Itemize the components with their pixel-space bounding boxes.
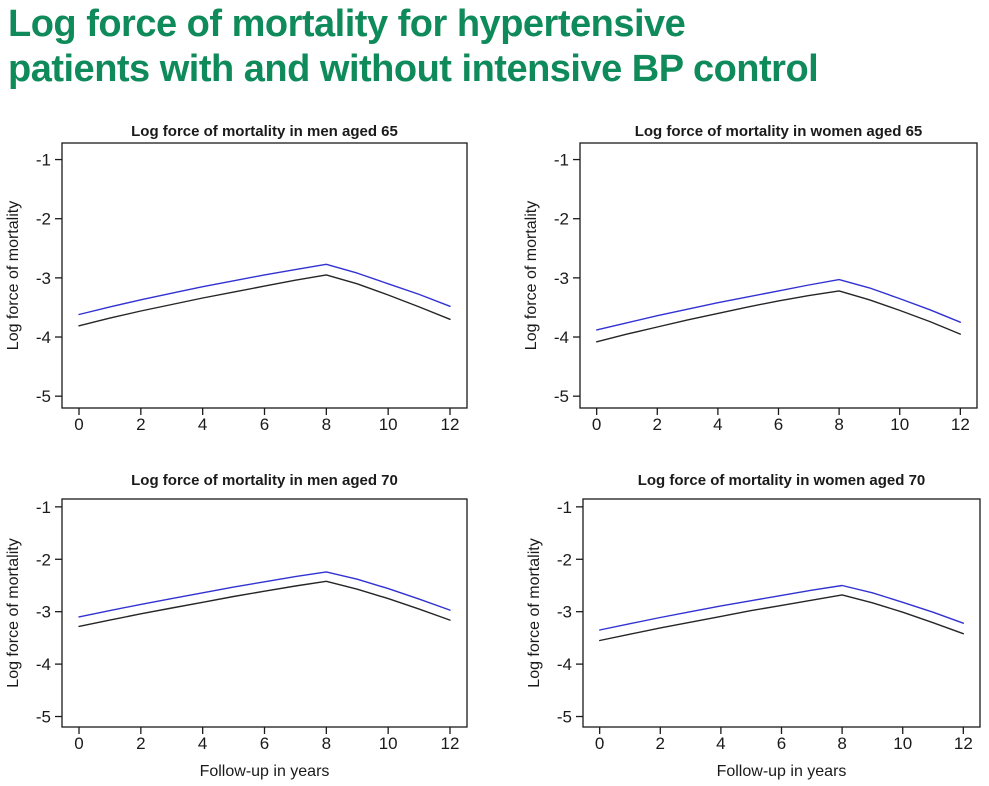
x-tick-label: 4 xyxy=(198,734,207,753)
plot-frame xyxy=(582,498,981,728)
x-tick-label: 6 xyxy=(777,734,786,753)
y-tick-label: -2 xyxy=(554,210,569,229)
series-blue-line xyxy=(598,584,964,631)
x-tick-label: 6 xyxy=(774,415,783,434)
y-axis-label: Log force of mortality xyxy=(523,201,540,350)
figure-title-line1: Log force of mortality for hypertensive xyxy=(8,3,686,45)
x-tick-label: 10 xyxy=(893,734,912,753)
figure-title-line2: patients with and without intensive BP c… xyxy=(8,48,819,90)
y-tick-label: -3 xyxy=(557,603,572,622)
x-axis-label: Follow-up in years xyxy=(200,763,330,780)
x-tick-label: 2 xyxy=(136,734,145,753)
y-tick-label: -1 xyxy=(554,151,569,170)
x-tick-label: 8 xyxy=(322,415,331,434)
y-tick-label: -5 xyxy=(554,387,569,406)
subplot-women-aged-65: Log force of mortality in women aged 65 -… xyxy=(500,115,989,460)
x-tick-label: 8 xyxy=(837,734,846,753)
x-tick-label: 10 xyxy=(379,734,398,753)
y-axis-label: Log force of mortality xyxy=(526,538,543,687)
x-tick-label: 6 xyxy=(260,415,269,434)
y-axis-label: Log force of mortality xyxy=(5,538,22,687)
x-tick-label: 12 xyxy=(441,415,460,434)
chart-svg: Log force of mortality in men aged 65 -1 -… xyxy=(5,123,468,434)
x-tick-label: 10 xyxy=(379,415,398,434)
y-tick-label: -4 xyxy=(36,328,51,347)
x-tick-label: 2 xyxy=(656,734,665,753)
y-tick-label: -2 xyxy=(36,550,51,569)
y-tick-label: -3 xyxy=(554,269,569,288)
x-tick-label: 8 xyxy=(322,734,331,753)
series-blue-line xyxy=(78,263,451,316)
plot-frame xyxy=(579,142,978,409)
y-tick-label: -5 xyxy=(36,708,51,727)
x-tick-label: 0 xyxy=(595,734,604,753)
plot-frame xyxy=(61,498,468,728)
subplot-men-aged-65: Log force of mortality in men aged 65 -1 -… xyxy=(0,115,489,460)
x-tick-label: 4 xyxy=(716,734,725,753)
subplot-title: Log force of mortality in women aged 70 xyxy=(638,472,926,489)
x-tick-label: 6 xyxy=(260,734,269,753)
series-black-line xyxy=(78,274,451,327)
subplot-title: Log force of mortality in men aged 65 xyxy=(131,123,398,140)
y-tick-label: -3 xyxy=(36,603,51,622)
x-tick-label: 12 xyxy=(951,415,970,434)
x-tick-label: 8 xyxy=(834,415,843,434)
chart-svg: Log force of mortality in women aged 70 -… xyxy=(526,472,981,780)
series-blue-line xyxy=(595,278,961,331)
series-blue-line xyxy=(78,571,451,618)
x-tick-label: 0 xyxy=(74,734,83,753)
series-black-line xyxy=(595,290,961,343)
x-tick-label: 2 xyxy=(653,415,662,434)
x-tick-label: 4 xyxy=(198,415,207,434)
chart-svg: Log force of mortality in men aged 70 -1 -… xyxy=(5,472,468,780)
y-tick-label: -2 xyxy=(557,550,572,569)
x-tick-label: 0 xyxy=(74,415,83,434)
series-black-line xyxy=(78,580,451,628)
subplot-title: Log force of mortality in women aged 65 xyxy=(635,123,923,140)
subplot-women-aged-70: Log force of mortality in women aged 70 -… xyxy=(500,460,989,786)
y-tick-label: -1 xyxy=(36,151,51,170)
x-tick-label: 0 xyxy=(592,415,601,434)
y-tick-label: -5 xyxy=(557,708,572,727)
y-axis-label: Log force of mortality xyxy=(5,201,22,350)
chart-svg: Log force of mortality in women aged 65 -… xyxy=(523,123,978,434)
subplot-men-aged-70: Log force of mortality in men aged 70 -1 -… xyxy=(0,460,489,786)
x-tick-label: 4 xyxy=(713,415,722,434)
figure-title: Log force of mortality for hypertensive … xyxy=(8,2,819,92)
x-tick-label: 12 xyxy=(954,734,973,753)
x-axis-label: Follow-up in years xyxy=(717,763,847,780)
subplot-title: Log force of mortality in men aged 70 xyxy=(131,472,398,489)
y-tick-label: -5 xyxy=(36,387,51,406)
y-tick-label: -3 xyxy=(36,269,51,288)
x-tick-label: 12 xyxy=(441,734,460,753)
y-tick-label: -1 xyxy=(557,498,572,517)
y-tick-label: -4 xyxy=(557,655,572,674)
y-tick-label: -4 xyxy=(36,655,51,674)
x-tick-label: 2 xyxy=(136,415,145,434)
series-black-line xyxy=(598,594,964,642)
y-tick-label: -4 xyxy=(554,328,569,347)
y-tick-label: -2 xyxy=(36,210,51,229)
y-tick-label: -1 xyxy=(36,498,51,517)
x-tick-label: 10 xyxy=(890,415,909,434)
